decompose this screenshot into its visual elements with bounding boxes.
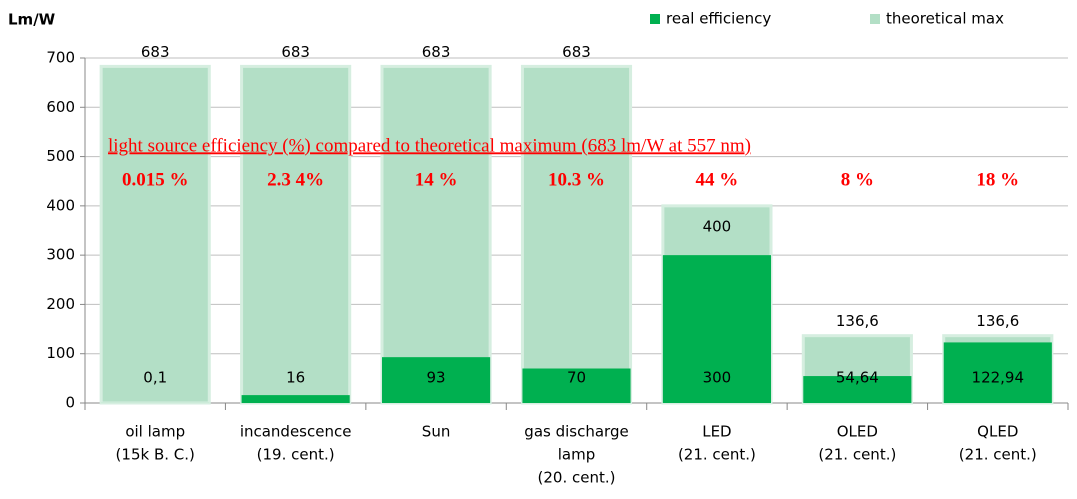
- value-label: 400: [703, 217, 732, 235]
- y-tick-label: 500: [46, 147, 75, 165]
- legend-swatch: [870, 14, 880, 24]
- percent-label: 18 %: [976, 169, 1019, 190]
- bar: [522, 368, 631, 403]
- x-tick-label: incandescence: [240, 423, 352, 441]
- x-tick-label: (19. cent.): [257, 446, 335, 464]
- value-label: 70: [567, 369, 586, 387]
- value-label: 683: [141, 43, 170, 61]
- y-tick-label: 200: [46, 295, 75, 313]
- bar: [241, 395, 350, 403]
- percent-label: 44 %: [696, 169, 739, 190]
- x-tick-label: (21. cent.): [959, 446, 1037, 464]
- legend-label: theoretical max: [886, 10, 1004, 28]
- value-label: 93: [427, 369, 446, 387]
- x-tick-label: lamp: [558, 446, 596, 464]
- value-label: 683: [562, 43, 591, 61]
- value-label: 16: [286, 369, 305, 387]
- y-tick-label: 0: [65, 394, 75, 412]
- value-label: 300: [703, 369, 732, 387]
- bar: [520, 64, 633, 405]
- percent-label: 0.015 %: [122, 169, 189, 190]
- percent-label: 10.3 %: [548, 169, 605, 190]
- legend-swatch: [650, 14, 660, 24]
- x-tick-label: gas discharge: [524, 423, 628, 441]
- y-axis-label: Lm/W: [8, 11, 56, 29]
- x-tick-label: (15k B. C.): [116, 446, 195, 464]
- value-label: 0,1: [143, 369, 167, 387]
- y-tick-label: 600: [46, 98, 75, 116]
- x-tick-label: LED: [702, 423, 731, 441]
- bar: [380, 64, 492, 405]
- x-tick-label: (20. cent.): [538, 469, 616, 487]
- y-tick-label: 300: [46, 246, 75, 264]
- y-tick-label: 400: [46, 196, 75, 214]
- x-tick-label: (21. cent.): [678, 446, 756, 464]
- percent-label: 2.3 4%: [267, 169, 324, 190]
- bar: [943, 342, 1052, 403]
- x-tick-label: Sun: [422, 423, 451, 441]
- x-tick-label: oil lamp: [125, 423, 185, 441]
- value-label: 54,64: [836, 369, 879, 387]
- bar: [99, 64, 211, 405]
- bar: [803, 376, 912, 403]
- value-label: 122,94: [972, 369, 1025, 387]
- value-label: 136,6: [836, 312, 879, 330]
- bar: [240, 64, 352, 405]
- y-tick-label: 700: [46, 49, 75, 67]
- legend-label: real efficiency: [666, 10, 771, 28]
- bar: [662, 255, 771, 403]
- value-label: 683: [281, 43, 310, 61]
- percent-label: 8 %: [841, 169, 874, 190]
- value-label: 683: [422, 43, 451, 61]
- x-tick-label: (21. cent.): [818, 446, 896, 464]
- x-tick-label: OLED: [837, 423, 878, 441]
- x-tick-label: QLED: [977, 423, 1018, 441]
- annotation: light source efficiency (%) compared to …: [108, 135, 751, 156]
- percent-label: 14 %: [415, 169, 458, 190]
- value-label: 136,6: [976, 312, 1019, 330]
- y-tick-label: 100: [46, 344, 75, 362]
- bar: [382, 357, 491, 403]
